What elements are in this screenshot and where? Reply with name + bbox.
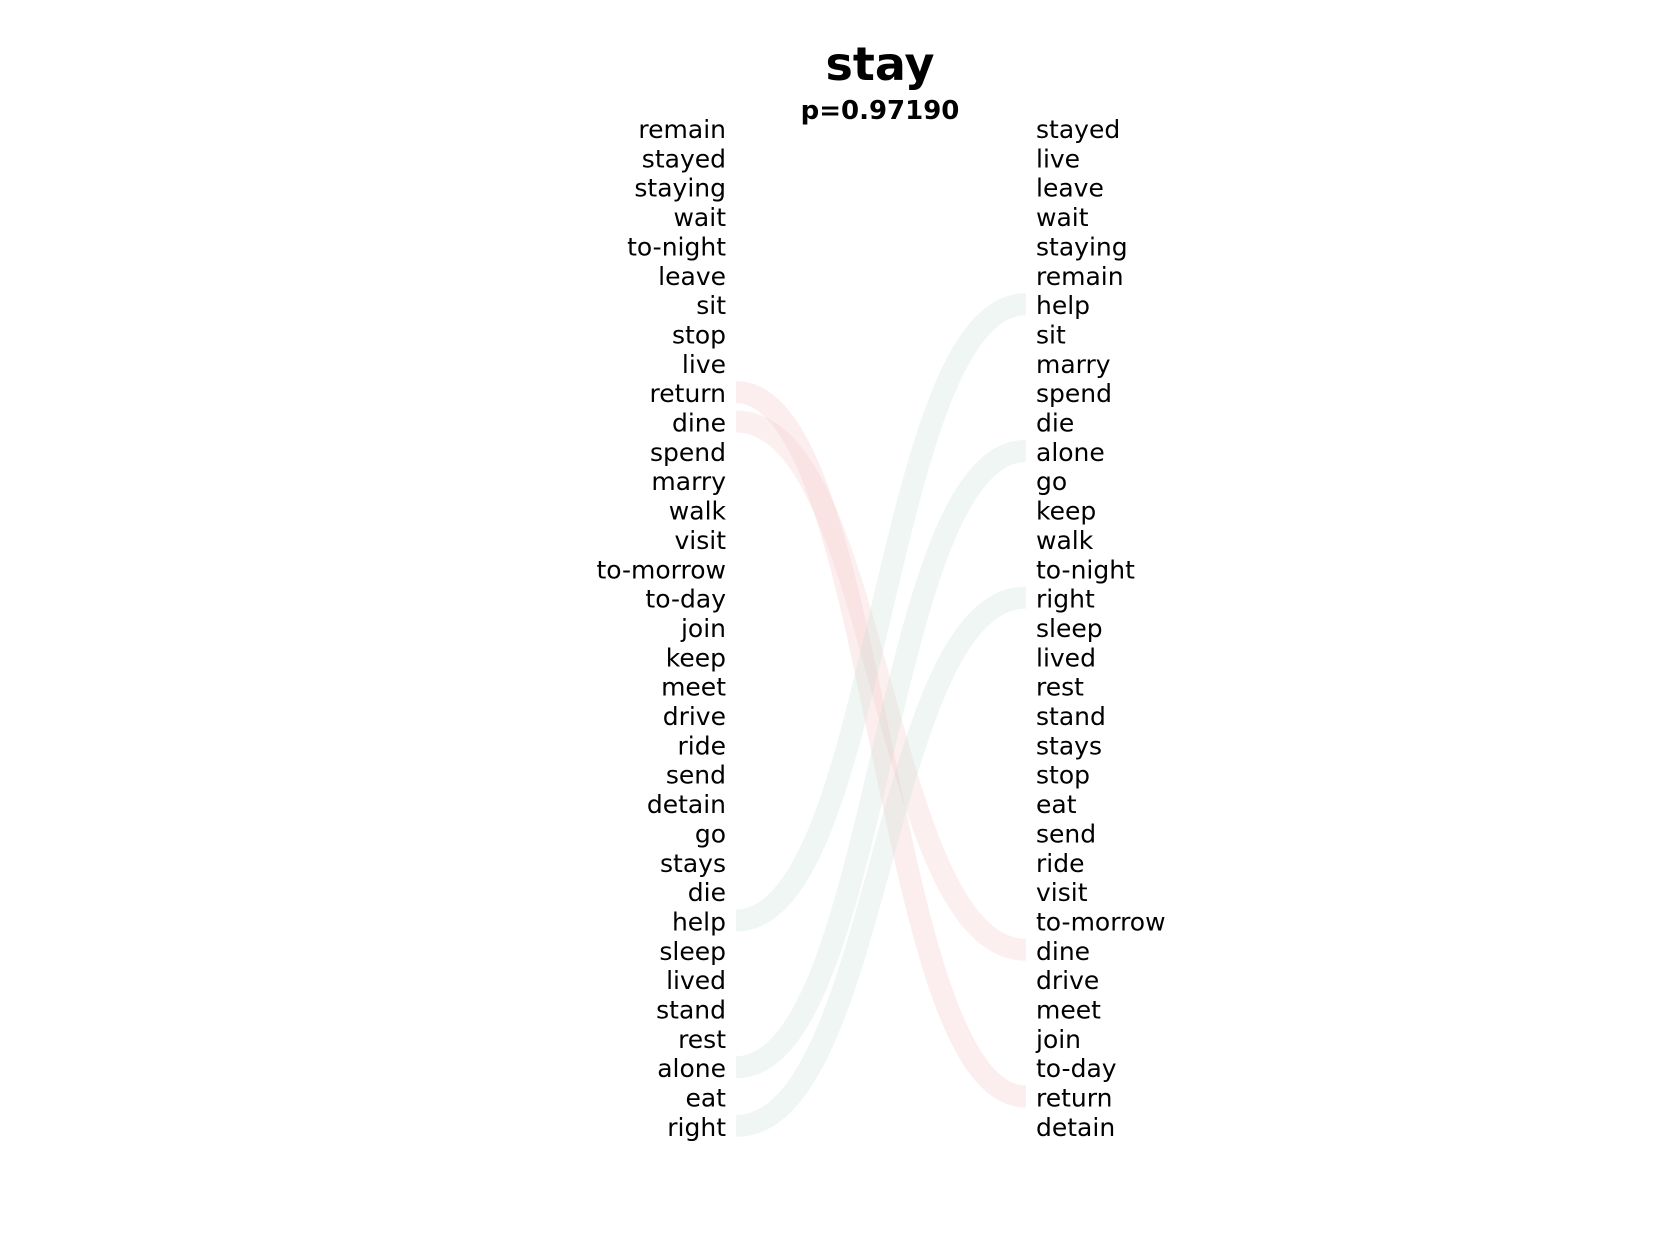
left-word-wait: wait [673,203,726,232]
left-word-drive: drive [663,702,726,731]
left-word-stand: stand [656,996,726,1025]
right-word-return: return [1036,1084,1112,1113]
right-word-detain: detain [1036,1113,1115,1142]
right-word-to-morrow: to-morrow [1036,907,1166,936]
left-word-stays: stays [660,849,726,878]
right-word-die: die [1036,409,1074,438]
right-word-live: live [1036,144,1080,173]
left-word-go: go [695,819,726,848]
right-word-lived: lived [1036,643,1096,672]
right-word-stand: stand [1036,702,1106,731]
left-word-walk: walk [669,497,727,526]
left-word-alone: alone [657,1054,726,1083]
right-word-column: stayedliveleavewaitstayingremainhelpsitm… [1035,115,1166,1142]
left-word-eat: eat [685,1084,726,1113]
left-word-to-night: to-night [627,232,726,261]
left-word-right: right [667,1113,726,1142]
left-word-detain: detain [647,790,726,819]
left-word-send: send [666,761,726,790]
right-word-visit: visit [1036,878,1088,907]
left-word-stayed: stayed [642,144,726,173]
right-word-stayed: stayed [1036,115,1120,144]
right-word-right: right [1036,585,1095,614]
left-word-live: live [682,350,726,379]
chart-subtitle: p=0.97190 [801,96,960,126]
right-word-help: help [1036,291,1090,320]
right-word-rest: rest [1036,673,1084,702]
left-word-to-day: to-day [645,585,726,614]
right-word-ride: ride [1036,849,1084,878]
link-return [734,381,1028,1108]
left-word-visit: visit [674,526,726,555]
left-word-column: remainstayedstayingwaitto-nightleavesits… [596,115,726,1142]
link-help [734,293,1028,932]
right-word-leave: leave [1036,174,1104,203]
left-word-to-morrow: to-morrow [596,555,726,584]
right-word-to-day: to-day [1036,1054,1117,1083]
left-word-ride: ride [678,731,726,760]
right-word-stays: stays [1036,731,1102,760]
right-word-wait: wait [1036,203,1089,232]
left-word-keep: keep [666,643,726,672]
left-word-remain: remain [638,115,726,144]
left-word-lived: lived [666,966,726,995]
right-word-marry: marry [1036,350,1111,379]
rank-links [734,293,1028,1137]
right-word-alone: alone [1036,438,1105,467]
right-word-staying: staying [1036,232,1128,261]
right-word-go: go [1036,467,1067,496]
right-word-to-night: to-night [1036,555,1135,584]
right-word-sit: sit [1036,320,1066,349]
right-word-meet: meet [1036,996,1101,1025]
link-dine [735,410,1027,961]
right-word-dine: dine [1036,937,1090,966]
left-word-dine: dine [672,409,726,438]
left-word-rest: rest [678,1025,726,1054]
right-word-send: send [1036,819,1096,848]
left-word-spend: spend [650,438,726,467]
right-word-eat: eat [1036,790,1077,819]
link-right [735,586,1027,1137]
left-word-sit: sit [696,291,726,320]
left-word-staying: staying [634,174,726,203]
chart-title: stay [826,37,935,91]
left-word-stop: stop [672,320,726,349]
left-word-help: help [672,907,726,936]
right-word-drive: drive [1036,966,1099,995]
right-word-sleep: sleep [1036,614,1103,643]
right-word-stop: stop [1036,761,1090,790]
left-word-return: return [650,379,726,408]
left-word-leave: leave [658,262,726,291]
left-word-meet: meet [661,673,726,702]
left-word-sleep: sleep [659,937,726,966]
right-word-keep: keep [1036,497,1096,526]
right-word-remain: remain [1036,262,1124,291]
right-word-walk: walk [1036,526,1094,555]
link-alone [734,439,1028,1079]
left-word-marry: marry [651,467,726,496]
left-word-join: join [680,614,726,643]
right-word-join: join [1035,1025,1081,1054]
right-word-spend: spend [1036,379,1112,408]
left-word-die: die [688,878,726,907]
